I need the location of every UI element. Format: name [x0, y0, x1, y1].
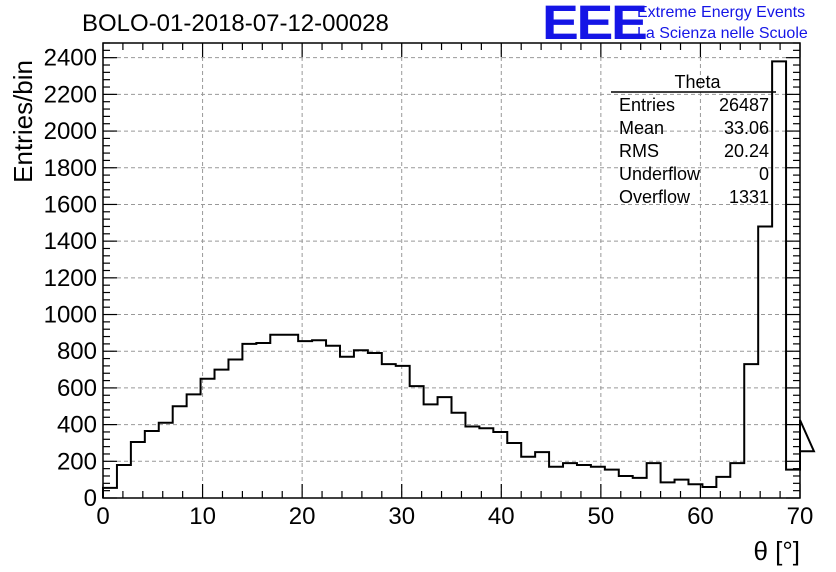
stats-row-value: 1331 — [729, 187, 769, 207]
y-tick-label: 1400 — [44, 228, 97, 255]
stats-row-label: Entries — [619, 95, 675, 115]
stats-row-value: 0 — [759, 164, 769, 184]
y-tick-label: 1000 — [44, 302, 97, 329]
stats-row-label: RMS — [619, 141, 659, 161]
y-tick-label: 2400 — [44, 45, 97, 72]
y-tick-label: 400 — [57, 412, 97, 439]
y-axis-label: Entries/bin — [8, 60, 38, 183]
x-tick-label: 30 — [388, 503, 415, 530]
stats-box: Theta Entries 26487 Mean 33.06 RMS 20.24 Underf… — [611, 72, 776, 207]
stats-row-label: Overflow — [619, 187, 691, 207]
x-tick-label: 70 — [787, 503, 814, 530]
histogram-outline — [102, 60, 816, 498]
x-axis-label: θ [°] — [753, 536, 800, 566]
plot-frame — [102, 42, 801, 499]
logo-line-2: La Scienza nelle Scuole — [637, 25, 808, 42]
y-tick-label: 800 — [57, 338, 97, 365]
y-tick-label: 0 — [84, 485, 97, 512]
logo-line-1: Extreme Energy Events — [637, 4, 806, 21]
y-tick-label: 1800 — [44, 155, 97, 182]
y-tick-label: 1200 — [44, 265, 97, 292]
stats-box-title: Theta — [674, 72, 721, 92]
stats-row-label: Mean — [619, 118, 664, 138]
y-tick-label: 600 — [57, 375, 97, 402]
x-tick-label: 60 — [687, 503, 714, 530]
eee-logo: EEE — [542, 0, 648, 50]
x-tick-label: 50 — [588, 503, 615, 530]
stats-row-value: 26487 — [719, 95, 769, 115]
x-tick-label: 0 — [96, 503, 109, 530]
stats-row-value: 20.24 — [724, 141, 769, 161]
y-tick-label: 200 — [57, 448, 97, 475]
stats-row-label: Underflow — [619, 164, 701, 184]
x-tick-label: 20 — [289, 503, 316, 530]
y-tick-label: 1600 — [44, 191, 97, 218]
tick-labels: 0 10 20 30 40 50 60 70 0 200 400 600 800 1000 1200 1400… — [44, 45, 814, 530]
stats-row-value: 33.06 — [724, 118, 769, 138]
grid-lines — [103, 43, 800, 498]
x-tick-label: 10 — [189, 503, 216, 530]
y-tick-label: 2200 — [44, 81, 97, 108]
x-tick-label: 40 — [488, 503, 515, 530]
chart-title: BOLO-01-2018-07-12-00028 — [82, 10, 389, 37]
axis-ticks — [102, 42, 801, 499]
y-tick-label: 2000 — [44, 118, 97, 145]
